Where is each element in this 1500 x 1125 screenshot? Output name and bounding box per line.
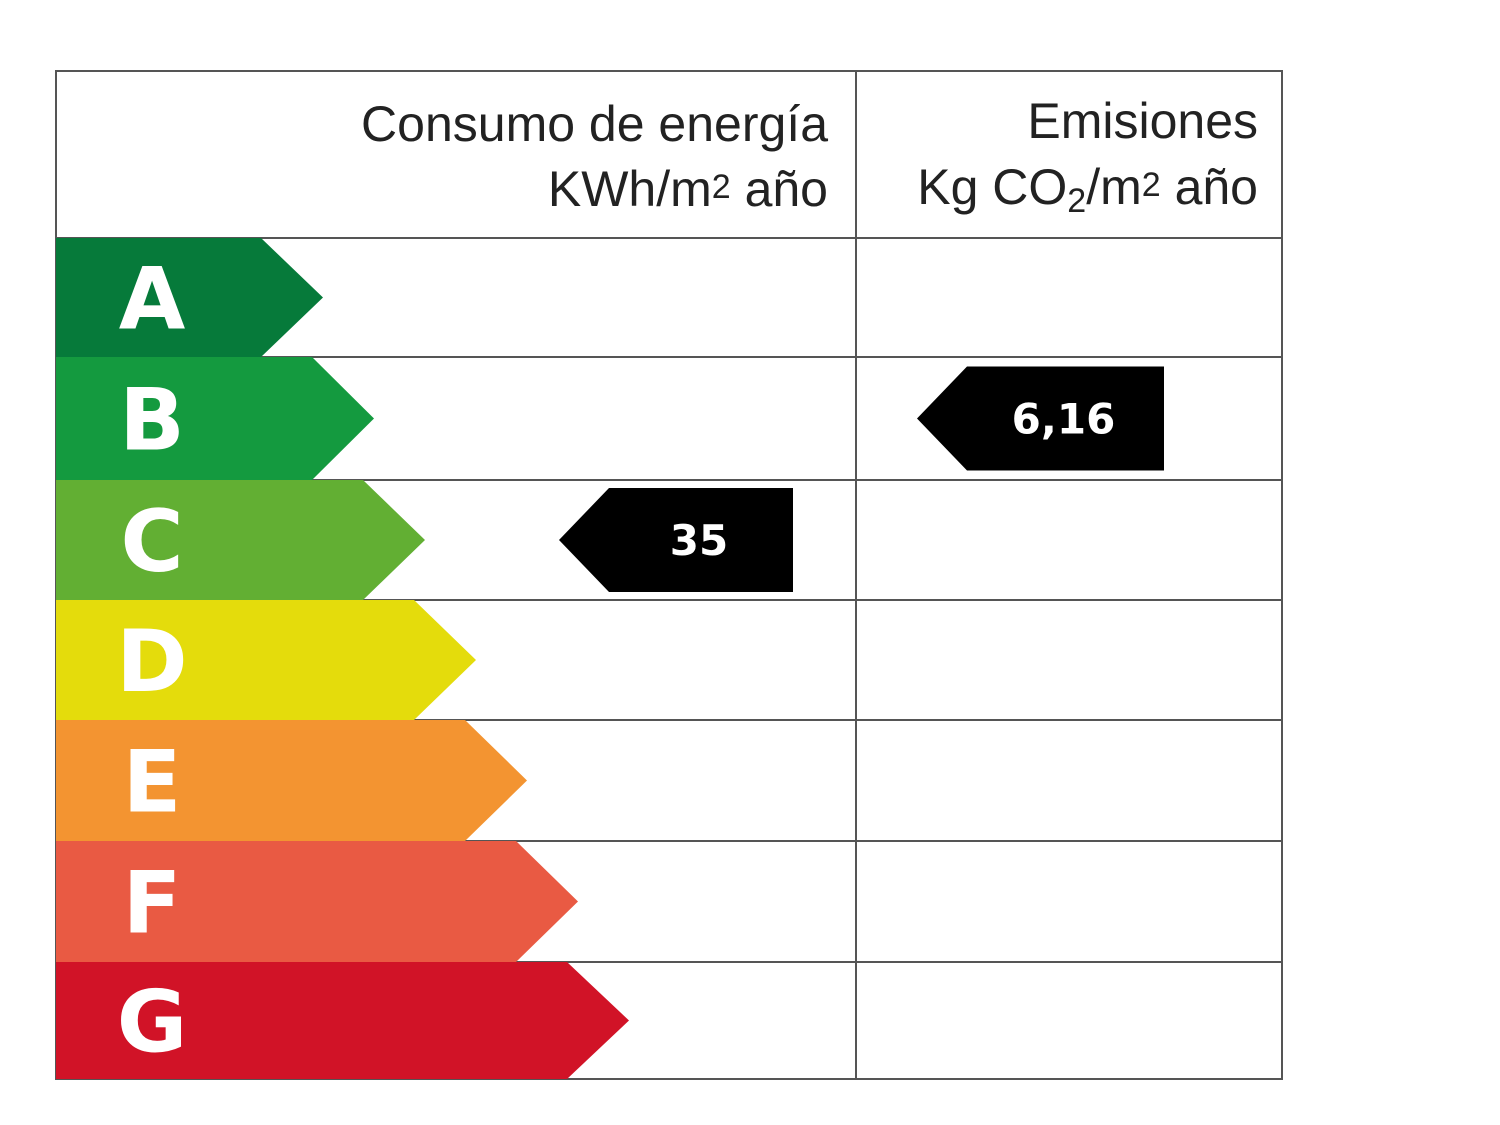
consumo-marker-value: 35: [670, 516, 728, 565]
emisiones-marker: 6,16: [917, 366, 1164, 471]
rating-letter: A: [119, 250, 186, 350]
rating-arrow-shape: [56, 357, 374, 480]
rating-arrow-shape: [56, 480, 425, 600]
rating-arrow-c: C: [56, 480, 425, 600]
consumo-marker-shape: [559, 488, 793, 592]
emisiones-title: Emisiones: [1027, 93, 1258, 149]
rating-arrow-g: G: [56, 962, 629, 1079]
rating-arrow-d: D: [56, 600, 476, 720]
rating-arrow-shape: [56, 962, 629, 1079]
rating-letter: B: [119, 371, 185, 471]
rating-letter: F: [123, 854, 182, 954]
rating-arrow-e: E: [56, 720, 527, 841]
consumo-title: Consumo de energía: [361, 96, 828, 152]
consumo-unit: KWh/m2 año: [548, 161, 828, 217]
emisiones-marker-value: 6,16: [1012, 395, 1116, 444]
rating-arrow-a: A: [56, 238, 323, 357]
rating-arrow-shape: [56, 841, 578, 962]
emisiones-marker-shape: [917, 366, 1164, 471]
rating-arrow-shape: [56, 720, 527, 841]
rating-letter: G: [117, 973, 188, 1073]
rating-arrow-shape: [56, 238, 323, 357]
rating-markers: 356,16: [559, 366, 1164, 592]
rating-arrow-f: F: [56, 841, 578, 962]
rating-letter: D: [116, 612, 187, 712]
emisiones-unit: Kg CO2/m2 año: [917, 159, 1258, 220]
rating-letter: E: [123, 733, 182, 833]
rating-arrow-shape: [56, 600, 476, 720]
consumo-marker: 35: [559, 488, 793, 592]
rating-letter: C: [120, 492, 183, 592]
rating-arrow-b: B: [56, 357, 374, 480]
